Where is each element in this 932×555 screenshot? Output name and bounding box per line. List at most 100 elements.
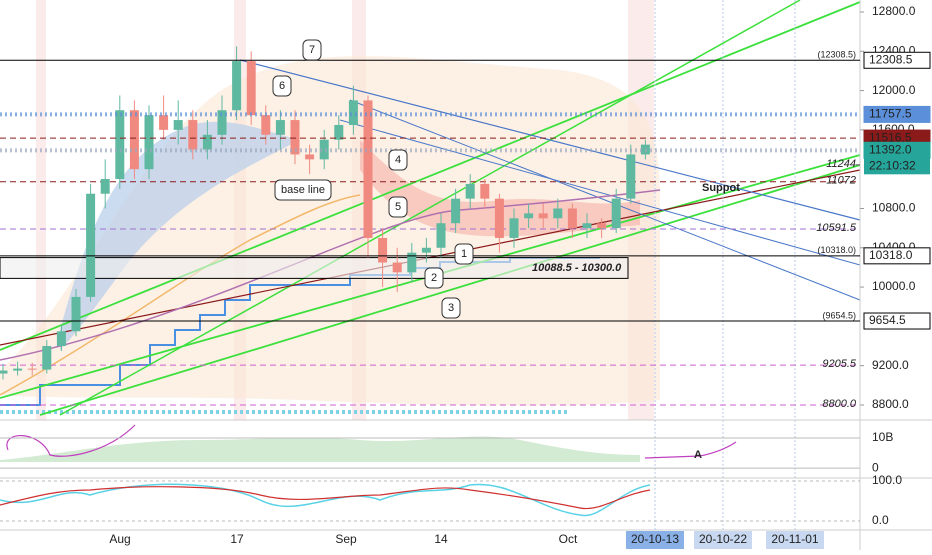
callout: 7 — [309, 44, 315, 56]
price-tag-label: 10318.0 — [869, 248, 913, 262]
candle-body — [378, 237, 388, 263]
candle-body — [71, 296, 81, 332]
date-tag-label: 20-10-13 — [631, 532, 679, 546]
date-tag — [766, 531, 824, 549]
level-label: 9205.5 — [822, 358, 857, 370]
y-tick-label: 8800.0 — [872, 397, 909, 411]
price-tag-label: 11516.5 — [869, 130, 912, 144]
y-tick-label: 9200.0 — [872, 358, 909, 372]
level-label: 10591.5 — [816, 222, 857, 234]
panel-tick-label: 0.0 — [872, 513, 889, 527]
x-tick-label: 14 — [434, 532, 448, 546]
candle-body — [421, 247, 431, 253]
candle-body — [27, 368, 37, 370]
candle-body — [100, 179, 110, 194]
arrow-label: A — [694, 449, 702, 461]
callout-box — [388, 149, 408, 171]
callout: base line — [281, 184, 325, 196]
candle-body — [290, 120, 300, 155]
support-label: Suppot — [702, 182, 740, 194]
price-tag-label: 11757.5 — [869, 107, 912, 121]
date-tag — [694, 531, 752, 549]
candle-body — [217, 110, 227, 135]
countdown-tag — [864, 158, 930, 175]
date-guides — [654, 0, 796, 530]
oscillator-line — [0, 483, 651, 517]
candle-body — [246, 61, 256, 116]
candle-body — [173, 120, 183, 130]
price-tag — [863, 312, 931, 330]
candle-body — [86, 193, 96, 297]
callout: 6 — [279, 80, 285, 92]
volume-cloud — [0, 436, 640, 462]
date-tag-label: 20-11-01 — [771, 532, 818, 546]
x-tick-label: Oct — [559, 532, 578, 546]
oscillator-decor — [0, 483, 651, 517]
callout: 4 — [395, 154, 401, 166]
trend-line — [339, 119, 861, 266]
x-tick-label: Sep — [335, 532, 357, 546]
level-label: 11072 — [826, 175, 856, 187]
x-tick-label: Aug — [109, 532, 130, 546]
candle-body — [611, 198, 621, 229]
candle-body — [626, 154, 636, 199]
level-note: (12308.5) — [817, 50, 856, 60]
callout-box — [272, 75, 292, 97]
candle-body — [129, 110, 139, 170]
candle-body — [494, 198, 504, 238]
candle-body — [363, 100, 373, 238]
callout-box — [388, 196, 408, 218]
y-tick-label: 10000.0 — [872, 279, 916, 293]
level-note: (9654.5) — [822, 310, 856, 320]
candle-body — [305, 154, 315, 160]
trend-line — [239, 59, 861, 221]
oscillator-line — [0, 486, 651, 510]
date-tag — [626, 531, 684, 549]
callout-box — [302, 39, 322, 61]
candle-body — [13, 368, 23, 371]
candle-body — [348, 100, 358, 125]
candle-body — [465, 183, 475, 199]
candle-body — [597, 223, 607, 229]
candle-body — [275, 120, 285, 135]
callout-box — [274, 179, 332, 201]
panel-tick-label: 100.0 — [872, 473, 902, 487]
callout-box — [441, 297, 461, 319]
candle-body — [334, 124, 344, 140]
candle-body — [319, 139, 329, 160]
candle-body — [436, 223, 446, 248]
callout-box — [454, 243, 474, 265]
background-decor — [0, 0, 660, 420]
panel-tick-label: 0 — [872, 460, 879, 474]
zone-label: 10088.5 - 10300.0 — [532, 262, 622, 274]
y-tick-label: 12000.0 — [872, 83, 916, 97]
callout: 3 — [448, 302, 454, 314]
candle-body — [451, 198, 461, 224]
y-tick-label: 12800.0 — [872, 4, 916, 18]
price-tag-label: 11392.0 — [869, 142, 912, 156]
cloud — [0, 56, 660, 406]
volume-decor — [0, 424, 737, 462]
callout: 5 — [395, 201, 401, 213]
candle-body — [261, 115, 271, 135]
x-tick-label: 17 — [230, 532, 244, 546]
price-tag — [863, 51, 931, 69]
candle-body — [538, 213, 548, 219]
y-tick-label: 10800.0 — [872, 201, 916, 215]
price-tag-label: 12308.5 — [869, 52, 913, 66]
candle-body — [115, 110, 125, 180]
candle-body — [582, 223, 592, 229]
countdown: 22:10:32 — [869, 158, 916, 172]
candle-body — [392, 262, 402, 273]
candle-body — [553, 208, 563, 219]
trend-line — [39, 164, 861, 416]
ribbon — [60, 121, 300, 350]
labels: 12800.012400.012000.011600.010800.010400… — [0, 4, 931, 549]
date-tag-label: 20-10-22 — [699, 532, 747, 546]
curve — [0, 189, 661, 361]
candle-body — [509, 218, 519, 238]
callout-box — [424, 267, 444, 289]
candle-body — [407, 252, 417, 273]
